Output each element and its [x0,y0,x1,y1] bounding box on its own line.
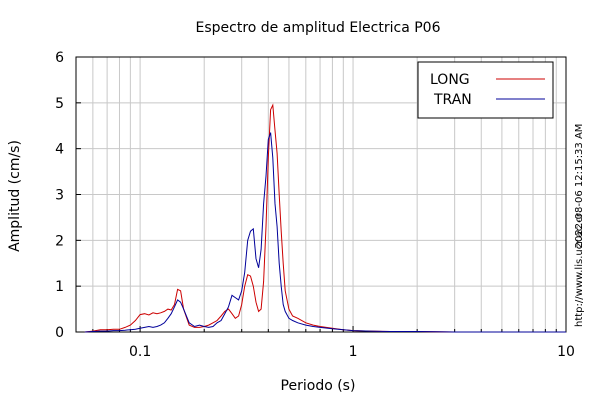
x-tick-label: 0.1 [129,344,151,360]
series-line-tran [84,132,566,333]
legend-label-long: LONG [430,72,470,88]
y-tick-label: 4 [55,142,64,158]
y-tick-label: 5 [55,96,64,112]
legend-label-tran: TRAN [433,92,472,108]
y-tick-label: 3 [55,188,64,204]
y-tick-label: 1 [55,279,64,295]
y-tick-label: 0 [55,325,64,341]
y-tick-label: 2 [55,233,64,249]
y-tick-label: 6 [55,50,64,66]
legend-box [417,61,554,119]
series-layer [84,103,566,333]
x-tick-label: 1 [349,344,358,360]
ticks: 0.1 1 10 0 1 2 3 4 5 6 [55,50,575,360]
y-axis-title: Amplitud (cm/s) [7,140,23,252]
series-line-long [84,103,566,333]
url-note: http://www.lis.ucr.ac.cr [574,212,585,327]
chart-title: Espectro de amplitud Electrica P06 [196,20,441,36]
timestamp-note: 2022-08-06 12:15:33 AM [574,124,585,249]
legend: LONG TRAN [417,61,554,119]
x-axis-title: Periodo (s) [281,378,356,394]
x-tick-label: 10 [557,344,575,360]
